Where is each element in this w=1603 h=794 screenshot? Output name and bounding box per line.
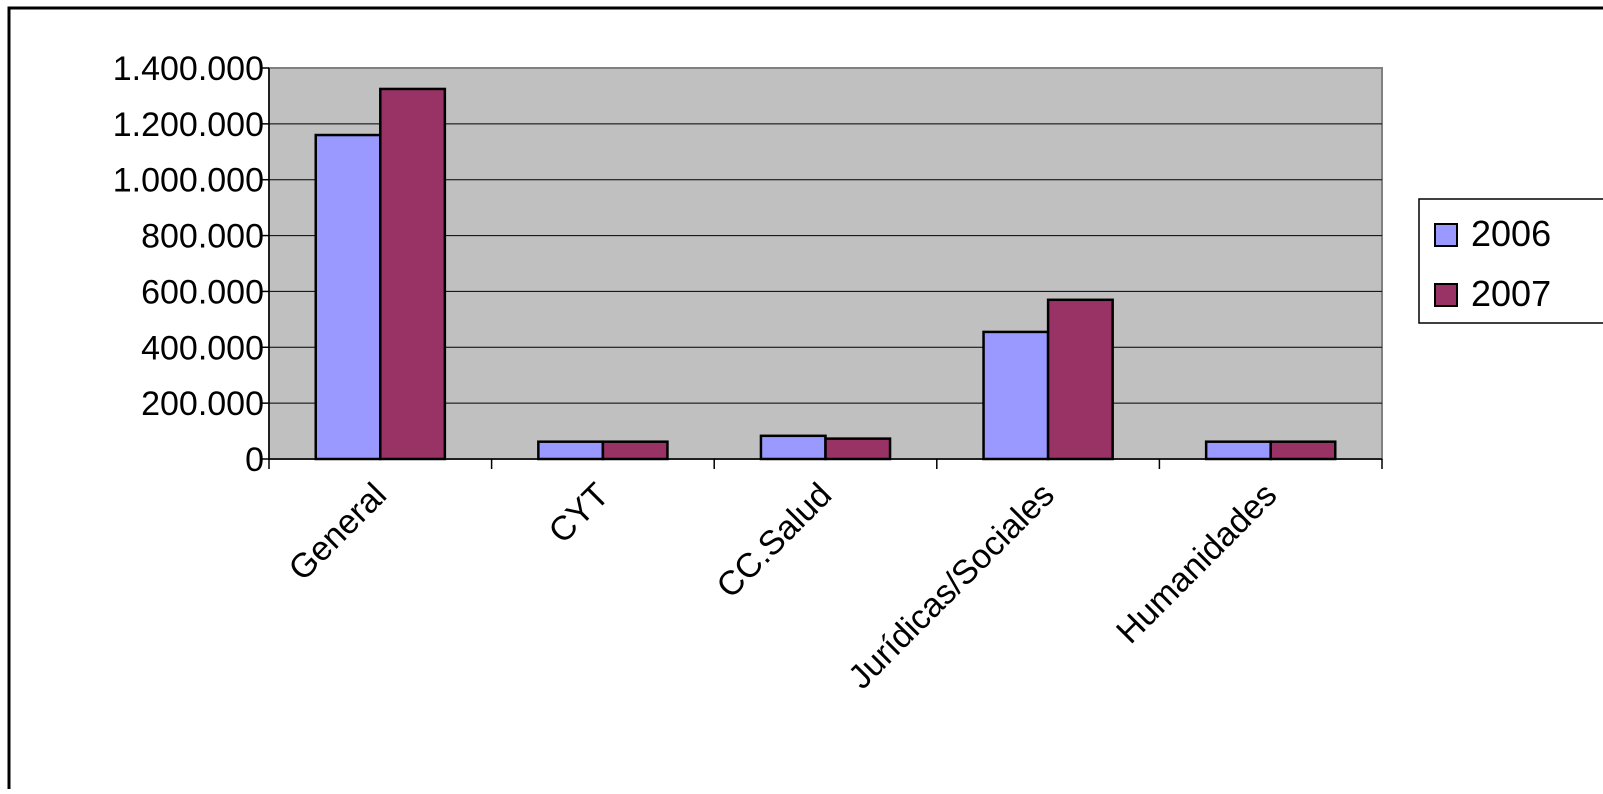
y-tick-label: 200.000 xyxy=(141,385,264,423)
bar-2007-0 xyxy=(379,87,447,461)
y-tick-label: 1.000.000 xyxy=(113,162,264,200)
legend-label: 2006 xyxy=(1471,213,1551,254)
bar-2007-4 xyxy=(1269,440,1337,461)
legend-swatch xyxy=(1434,283,1458,307)
bar-2006-3 xyxy=(982,330,1050,461)
bar-2006-4 xyxy=(1204,440,1272,461)
bar-2006-1 xyxy=(537,440,605,461)
bar-2006-2 xyxy=(759,434,827,461)
bar-2007-1 xyxy=(601,440,669,461)
legend: 2006 2007 xyxy=(1418,198,1603,324)
plot-area xyxy=(268,67,1383,460)
legend-swatch xyxy=(1434,223,1458,247)
y-tick-label: 1.200.000 xyxy=(113,106,264,144)
y-tick-label: 0 xyxy=(245,441,264,479)
y-tick-label: 800.000 xyxy=(141,218,264,256)
bar-2007-2 xyxy=(824,437,892,461)
legend-label: 2007 xyxy=(1471,273,1551,314)
bar-2006-0 xyxy=(314,133,382,461)
gridlines xyxy=(269,123,1382,404)
bar-2007-3 xyxy=(1046,298,1114,461)
y-tick-label: 400.000 xyxy=(141,329,264,367)
y-tick-label: 1.400.000 xyxy=(113,50,264,88)
y-tick-label: 600.000 xyxy=(141,273,264,311)
